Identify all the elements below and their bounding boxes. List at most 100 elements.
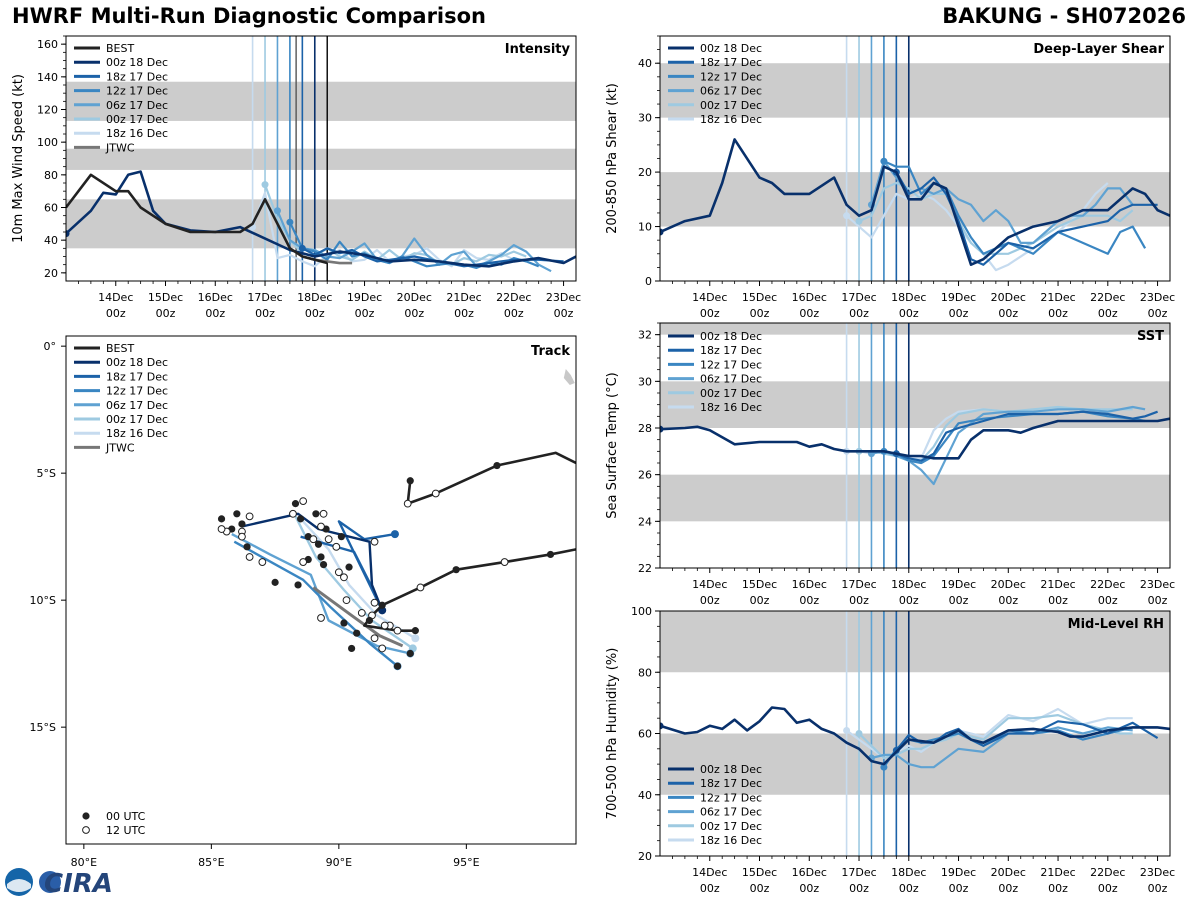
shear-xtick-label: 00z <box>700 307 720 320</box>
rh-panel: 20 40 60 80 100 14Dec 00z 15Dec 00z 16Dec 00z 17Dec… <box>605 605 1175 895</box>
sst-xtick-label: 00z <box>998 594 1018 607</box>
shear-xtick-label: 17Dec <box>841 291 876 304</box>
sst-plot-area <box>660 323 1170 568</box>
rh-xtick-label: 20Dec <box>991 866 1026 879</box>
intensity-band <box>66 81 576 121</box>
shear-legend-label: 18z 17 Dec <box>700 56 762 69</box>
sst-legend-label: 18z 16 Dec <box>700 401 762 414</box>
shear-ytick-label: 20 <box>638 166 652 179</box>
intensity-xtick-label: 00z <box>255 307 275 320</box>
island-shape <box>563 369 575 386</box>
intensity-series-start-dot <box>298 244 306 252</box>
intensity-legend-label: 18z 17 Dec <box>106 70 168 83</box>
track-marker-12 <box>238 532 246 541</box>
track-marker-00 <box>337 533 345 541</box>
intensity-xtick-label: 21Dec <box>446 291 481 304</box>
shear-xtick-label: 16Dec <box>792 291 827 304</box>
sst-xtick-label: 00z <box>949 594 969 607</box>
sst-ylabel: Sea Surface Temp (°C) <box>605 372 620 519</box>
shear-xtick-label: 15Dec <box>742 291 777 304</box>
intensity-xtick-label: 00z <box>305 307 325 320</box>
sst-legend-label: 18z 17 Dec <box>700 344 762 357</box>
rh-series-start-dot <box>843 726 851 734</box>
intensity-series-start-dot <box>261 181 269 189</box>
rh-ytick-label: 60 <box>638 728 652 741</box>
sst-xtick-label: 21Dec <box>1040 578 1075 591</box>
track-legend-marker-00 <box>82 812 90 820</box>
track-marker-00 <box>319 561 328 569</box>
track-legend-label: 12z 17 Dec <box>106 385 168 398</box>
track-marker-12 <box>258 558 267 566</box>
track-marker-00 <box>233 510 241 518</box>
track-marker-12 <box>370 634 379 643</box>
track-best-marker-00 <box>452 566 460 574</box>
track-frame <box>65 335 577 845</box>
sst-xtick-label: 15Dec <box>742 578 777 591</box>
figure-title: HWRF Multi-Run Diagnostic Comparison <box>12 4 487 28</box>
rh-band <box>660 733 1170 795</box>
track-marker-12 <box>317 614 325 622</box>
sst-xtick-label: 16Dec <box>792 578 827 591</box>
sst-xtick-label: 00z <box>1148 594 1168 607</box>
sst-ytick-label: 32 <box>638 329 652 342</box>
rh-legend-label: 06z 17 Dec <box>700 806 762 819</box>
track-xtick-label: 95°E <box>453 856 479 869</box>
intensity-panel: 20 40 60 80 100 120 140 160 14Dec 00z 15Dec 00z 16De… <box>11 35 581 320</box>
track-title: Track <box>531 344 570 359</box>
track-marker-00 <box>345 563 353 571</box>
intensity-ytick-label: 100 <box>37 136 58 149</box>
shear-xtick-label: 00z <box>1148 307 1168 320</box>
rh-series-line <box>660 706 1170 766</box>
rh-xtick-label: 00z <box>799 882 819 895</box>
intensity-title: Intensity <box>505 42 571 57</box>
intensity-xtick-label: 16Dec <box>198 291 233 304</box>
rh-xtick-label: 16Dec <box>792 866 827 879</box>
track-xtick-label: 85°E <box>198 856 224 869</box>
track-best-marker-00 <box>378 601 386 609</box>
shear-ytick-label: 10 <box>638 221 652 234</box>
track-best-marker-00 <box>406 477 414 485</box>
intensity-band <box>66 148 576 170</box>
storm-id: BAKUNG - SH072026 <box>942 4 1186 28</box>
intensity-xtick-label: 23Dec <box>546 291 581 304</box>
sst-legend-label: 00z 17 Dec <box>700 387 762 400</box>
intensity-xtick-label: 00z <box>504 307 524 320</box>
seal-wave-icon <box>7 879 31 892</box>
sst-xtick-label: 14Dec <box>692 578 727 591</box>
rh-ytick-label: 20 <box>638 850 652 863</box>
rh-legend-label: 00z 18 Dec <box>700 763 762 776</box>
intensity-ytick-label: 140 <box>37 71 58 84</box>
track-marker-00 <box>317 553 325 561</box>
intensity-xtick-label: 00z <box>454 307 474 320</box>
shear-legend-label: 00z 17 Dec <box>700 99 762 112</box>
intensity-legend-label: BEST <box>106 42 134 55</box>
shear-series-start-dot <box>660 228 664 236</box>
sst-ytick-label: 26 <box>638 469 652 482</box>
track-legend-label: BEST <box>106 342 134 355</box>
track-run-end-dot <box>390 530 399 539</box>
track-marker-12 <box>340 573 348 582</box>
shear-series-start-dot <box>843 212 851 220</box>
track-panel: 80°E 85°E 90°E 95°E0°5°S10°S15°STrackBEST00… <box>30 335 577 869</box>
intensity-xtick-label: 00z <box>554 307 574 320</box>
intensity-xtick-label: 20Dec <box>397 291 432 304</box>
rh-xtick-label: 00z <box>1148 882 1168 895</box>
track-marker-12 <box>319 509 328 518</box>
intensity-ylabel: 10m Max Wind Speed (kt) <box>11 74 26 243</box>
track-legend-label: 00z 17 Dec <box>106 413 168 426</box>
track-marker-00 <box>406 649 414 658</box>
sst-xtick-label: 23Dec <box>1140 578 1175 591</box>
intensity-ytick-label: 160 <box>37 38 58 51</box>
track-best-line <box>363 548 576 632</box>
shear-legend-label: 06z 17 Dec <box>700 85 762 98</box>
sst-series-line <box>859 405 1133 462</box>
intensity-legend-label: JTWC <box>105 141 135 154</box>
track-marker-00 <box>238 520 246 528</box>
shear-series-line <box>660 138 1170 266</box>
shear-band <box>660 63 1170 118</box>
sst-legend-label: 00z 18 Dec <box>700 330 762 343</box>
track-marker-00 <box>312 510 320 518</box>
track-xtick-label: 90°E <box>326 856 352 869</box>
track-best-marker-12 <box>416 583 425 592</box>
intensity-xtick-label: 00z <box>205 307 225 320</box>
